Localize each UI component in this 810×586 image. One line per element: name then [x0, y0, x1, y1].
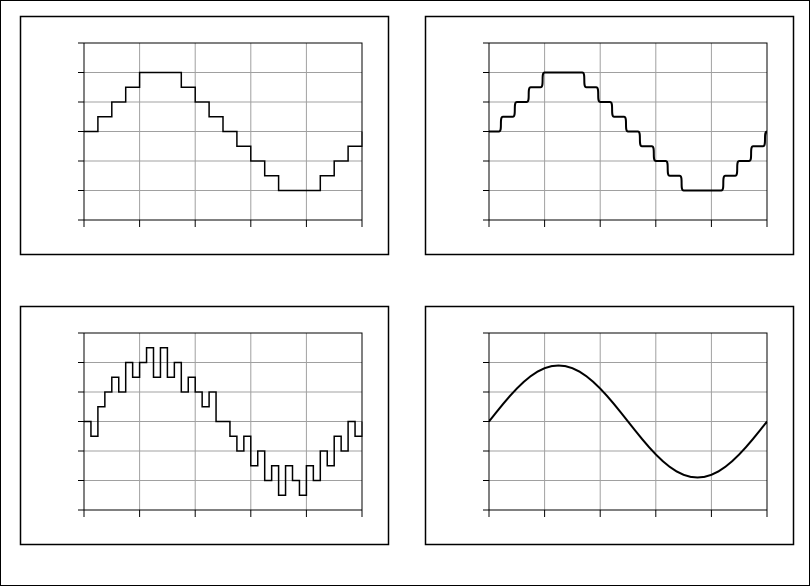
line-series — [84, 71, 363, 192]
panel-border — [19, 305, 390, 546]
panel-border — [424, 15, 795, 256]
panel-border — [424, 305, 795, 546]
line-series — [489, 71, 768, 192]
line-series — [488, 364, 768, 479]
panel-border — [19, 15, 390, 256]
line-series — [84, 347, 363, 496]
